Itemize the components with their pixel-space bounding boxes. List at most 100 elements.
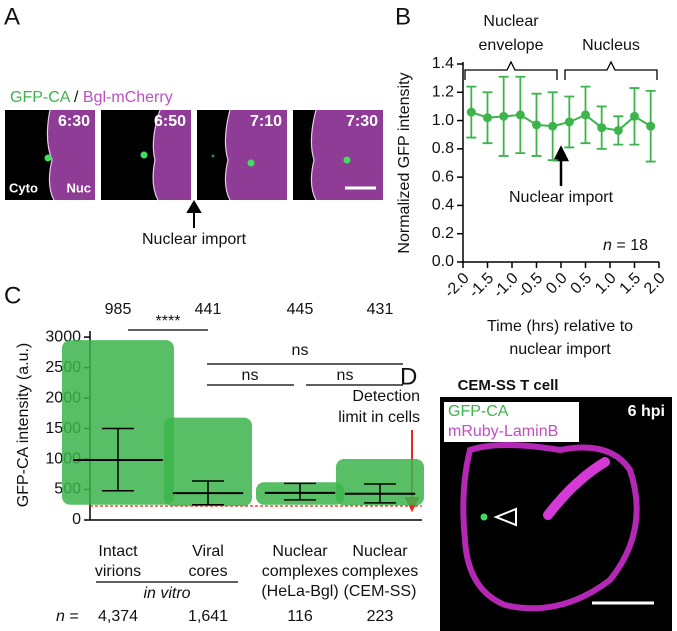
arrow	[552, 145, 570, 186]
value-label: 445	[287, 301, 314, 318]
y-tick-label: 1.2	[432, 84, 454, 101]
x-axis-label: nuclear import	[509, 341, 611, 358]
region-label: Cyto	[9, 180, 38, 195]
arrowhead	[493, 507, 517, 527]
panel-letter: C	[4, 282, 21, 309]
nuclear-envelope	[460, 442, 640, 612]
y-axis-label: GFP-CA intensity (a.u.)	[15, 343, 32, 508]
value-label: 441	[195, 301, 222, 318]
n-prefix: n =	[56, 608, 79, 625]
x-tick-label: -1.5	[466, 270, 498, 302]
x-tick-label: -0.5	[515, 270, 547, 302]
bracket	[464, 60, 558, 80]
y-tick-label: 0.6	[432, 168, 454, 185]
y-tick-label: 0.2	[432, 225, 454, 242]
value-label: 431	[367, 301, 394, 318]
significance: ****	[156, 313, 181, 330]
x-tick-label: Intact	[98, 543, 138, 560]
panel-letter: B	[395, 3, 411, 30]
panel-a: A GFP-CA / Bgl-mCherry 6:30 Cyto Nuc 6:5…	[4, 3, 383, 248]
y-axis-label: Normalized GFP intensity	[396, 72, 413, 253]
x-tick-label: complexes	[262, 563, 338, 580]
panel-letter: A	[4, 3, 20, 30]
x-tick-label: Viral	[192, 543, 224, 560]
data-point	[564, 117, 574, 127]
arrow	[186, 200, 202, 228]
legend-sep: /	[74, 89, 79, 106]
legend-entry: mRuby-LaminB	[448, 423, 558, 440]
x-tick-label: virions	[95, 563, 141, 580]
panel-letter: D	[400, 363, 417, 390]
legend-entry: GFP-CA	[10, 89, 71, 106]
n-prefix-part: n	[56, 608, 65, 625]
significance: ns	[337, 367, 354, 384]
time-label: 6 hpi	[628, 403, 665, 420]
data-line	[470, 111, 652, 132]
tile: 6:30 Cyto Nuc	[5, 109, 95, 201]
n-note-part: = 18	[616, 237, 648, 254]
x-tick-label: -1.0	[490, 270, 522, 302]
tile: 7:10	[197, 109, 287, 201]
bracket-label: Nuclear	[483, 13, 539, 30]
data-point	[466, 107, 476, 117]
count-label: 1,641	[188, 608, 228, 625]
x-tick-label: Nuclear	[352, 543, 408, 560]
group-label: in vitro	[143, 585, 190, 602]
data-point	[581, 110, 590, 120]
y-tick-label: 1.4	[432, 55, 454, 72]
x-tick-label: complexes	[342, 563, 418, 580]
significance: ns	[292, 342, 309, 359]
data-point	[646, 121, 656, 131]
count-label: 223	[367, 608, 394, 625]
dot-spread	[164, 417, 252, 506]
legend-entry: Bgl-mCherry	[83, 89, 173, 106]
annotation: limit in cells	[338, 409, 420, 426]
x-tick-label: (HeLa-Bgl)	[261, 583, 338, 600]
count-label: 4,374	[98, 608, 138, 625]
data-point	[499, 111, 509, 121]
legend-entry: GFP-CA	[448, 403, 509, 420]
time-label: 6:30	[58, 113, 90, 130]
time-label: 7:30	[346, 113, 378, 130]
y-tick-label: 0.0	[432, 253, 454, 270]
x-tick-label: -2.0	[441, 270, 473, 302]
count-label: 116	[287, 608, 313, 625]
data-point	[483, 113, 492, 123]
data-point	[515, 110, 525, 120]
y-tick-label: 0	[72, 511, 81, 528]
data-point	[630, 111, 639, 121]
significance: ns	[242, 367, 259, 384]
y-tick-label: 0.8	[432, 140, 454, 157]
x-tick-label: 1.5	[617, 270, 645, 298]
region-label: Nuc	[66, 180, 91, 195]
annotation: Nuclear import	[142, 231, 247, 248]
x-tick-label: 0.5	[568, 270, 596, 298]
x-tick-label: (CEM-SS)	[344, 583, 417, 600]
bracket-label: envelope	[479, 37, 544, 54]
nuclear-envelope	[543, 457, 610, 520]
bracket	[564, 60, 658, 80]
value-label: 985	[105, 301, 132, 318]
data-point	[548, 121, 558, 131]
error-bar	[284, 482, 316, 501]
n-prefix-part: =	[69, 608, 78, 625]
time-label: 6:50	[154, 113, 186, 130]
panel-d: D CEM-SS T cell GFP-CA mRuby-LaminB 6 hp…	[400, 363, 672, 631]
data-point	[613, 125, 623, 135]
x-tick-label: 1.0	[592, 270, 620, 298]
legend: GFP-CA / Bgl-mCherry	[10, 89, 173, 106]
annotation: Detection	[352, 388, 420, 405]
time-label: 7:10	[250, 113, 282, 130]
legend-box	[444, 402, 579, 442]
x-tick-label: cores	[188, 563, 227, 580]
y-tick-label: 0.4	[432, 197, 454, 214]
image-title: CEM-SS T cell	[458, 377, 559, 394]
x-tick-label: Nuclear	[272, 543, 328, 560]
data-point	[597, 123, 607, 133]
y-tick-label: 1.0	[432, 112, 454, 129]
tile: 7:30	[293, 109, 383, 201]
x-tick-label: 2.0	[641, 270, 669, 298]
data-point	[532, 120, 541, 130]
x-tick-label: 0.0	[543, 270, 571, 298]
